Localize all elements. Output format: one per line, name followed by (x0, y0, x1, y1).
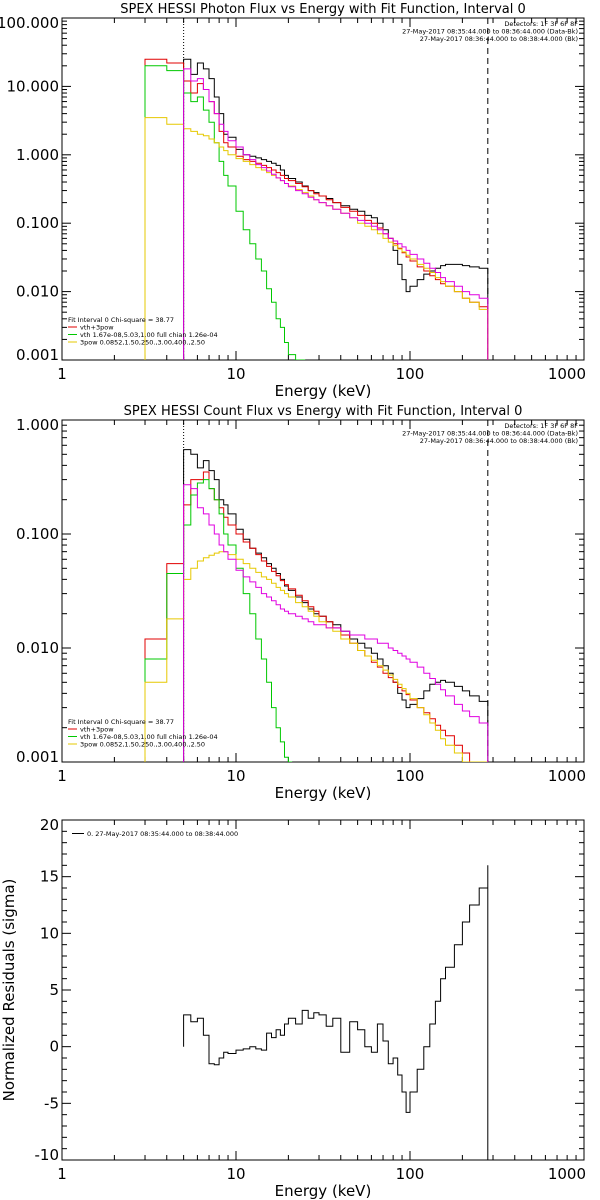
x-axis-label: Energy (keV) (275, 784, 372, 802)
legend-entry: vth 1.67e-08,5.03,1.00 full chian 1.26e-… (80, 733, 218, 741)
chart-3: 1 10 100 1000 Energy (keV) -10 -5 0 5 10 15 20 Norma… (0, 816, 586, 1200)
x-tick-label: 100 (396, 365, 425, 383)
series-line-4 (144, 117, 489, 360)
y-tick-label: 0.010 (16, 283, 59, 301)
y-tick-label: 0.100 (16, 525, 59, 543)
y-tick-label: 0.001 (16, 748, 59, 766)
plot-frame (61, 17, 585, 361)
legend-entry: 3pow 0.0852,1.50,250.,3.00,400.,2.50 (80, 339, 205, 347)
y-axis: -10 -5 0 5 10 15 20 Normalized Residuals (sigma… (0, 816, 584, 1164)
y-axis: 0.001 0.010 0.100 1.000 (16, 416, 584, 766)
header-line: 27-May-2017 08:36:44.000 to 08:38:44.000… (420, 35, 578, 43)
chart-1: SPEX HESSI Photon Flux vs Energy with Fi… (0, 2, 586, 400)
y-tick-label: -5 (44, 1094, 59, 1112)
x-tick-label: 1 (57, 1165, 67, 1183)
x-tick-label: 1000 (548, 365, 586, 383)
x-tick-label: 100 (396, 1165, 425, 1183)
header-line: Detectors: 1F 3F 6F 8F (504, 20, 578, 28)
x-tick-label: 1000 (548, 1165, 586, 1183)
y-tick-label: 1.000 (16, 416, 59, 434)
legend-title: Fit Interval 0 Chi-square = 38.77 (68, 316, 174, 324)
plot-frame (61, 419, 585, 763)
x-tick-label: 1 (57, 365, 67, 383)
y-tick-label: 0.001 (16, 346, 59, 364)
legend-entry: 3pow 0.0852,1.50,250.,3.00,400.,2.50 (80, 741, 205, 749)
y-tick-label: 0.010 (16, 639, 59, 657)
series-line-5 (183, 484, 489, 762)
legend-entry: vth+3pow (80, 324, 114, 332)
x-tick-label: 10 (226, 767, 245, 785)
series-line-3 (144, 479, 293, 762)
chart-2: SPEX HESSI Count Flux vs Energy with Fit… (16, 404, 586, 802)
x-axis: 1 10 100 1000 Energy (keV) (57, 18, 586, 400)
legend: 0. 27-May-2017 08:35:44.000 to 08:38:44.… (72, 830, 238, 838)
legend-entry: vth+3pow (80, 726, 114, 734)
y-tick-label: 100.000 (0, 14, 59, 32)
header-line: 27-May-2017 08:36:44.000 to 08:38:44.000… (420, 437, 578, 445)
y-axis-label: Normalized Residuals (sigma) (0, 879, 18, 1102)
y-tick-label: 20 (40, 816, 59, 834)
y-tick-label: 1.000 (16, 146, 59, 164)
y-axis: 0.001 0.010 0.100 1.000 10.000 100.000 (0, 14, 584, 364)
header-line: 27-May-2017 08:35:44.000 to 08:36:44.000… (402, 430, 578, 438)
x-axis-label: Energy (keV) (275, 382, 372, 400)
x-tick-label: 100 (396, 767, 425, 785)
x-tick-label: 10 (226, 1165, 245, 1183)
legend: Fit Interval 0 Chi-square = 38.77vth+3po… (68, 718, 218, 749)
x-tick-label: 1 (57, 767, 67, 785)
series-line-5 (183, 68, 489, 360)
legend-entry: 0. 27-May-2017 08:35:44.000 to 08:38:44.… (87, 830, 238, 838)
y-tick-label: 15 (40, 868, 59, 886)
y-tick-label: 5 (49, 981, 59, 999)
series-line-2 (144, 471, 488, 762)
plot-frame (61, 819, 585, 1161)
x-tick-label: 10 (226, 365, 245, 383)
legend: Fit Interval 0 Chi-square = 38.77vth+3po… (68, 316, 218, 347)
x-axis: 1 10 100 1000 Energy (keV) (57, 420, 586, 802)
x-tick-label: 1000 (548, 767, 586, 785)
series-line-4 (144, 551, 488, 762)
y-tick-label: 0 (49, 1038, 59, 1056)
series-line-2 (144, 58, 489, 360)
y-tick-label: -10 (35, 1146, 60, 1164)
y-tick-label: 10.000 (7, 77, 60, 95)
y-tick-label: 10 (40, 924, 59, 942)
legend-entry: vth 1.67e-08,5.03,1.00 full chian 1.26e-… (80, 331, 218, 339)
chart-title: SPEX HESSI Photon Flux vs Energy with Fi… (120, 2, 526, 17)
legend-title: Fit Interval 0 Chi-square = 38.77 (68, 718, 174, 726)
y-tick-label: 0.100 (16, 214, 59, 232)
series-line-1 (183, 449, 489, 762)
header-line: Detectors: 1F 3F 6F 8F (504, 422, 578, 430)
x-axis-label: Energy (keV) (275, 1182, 372, 1200)
chart-title: SPEX HESSI Count Flux vs Energy with Fit… (124, 404, 523, 419)
series-line-1 (183, 865, 489, 1160)
x-axis: 1 10 100 1000 Energy (keV) (57, 820, 586, 1200)
series-line-3 (144, 65, 306, 360)
header-line: 27-May-2017 08:35:44.000 to 08:36:44.000… (402, 28, 578, 36)
